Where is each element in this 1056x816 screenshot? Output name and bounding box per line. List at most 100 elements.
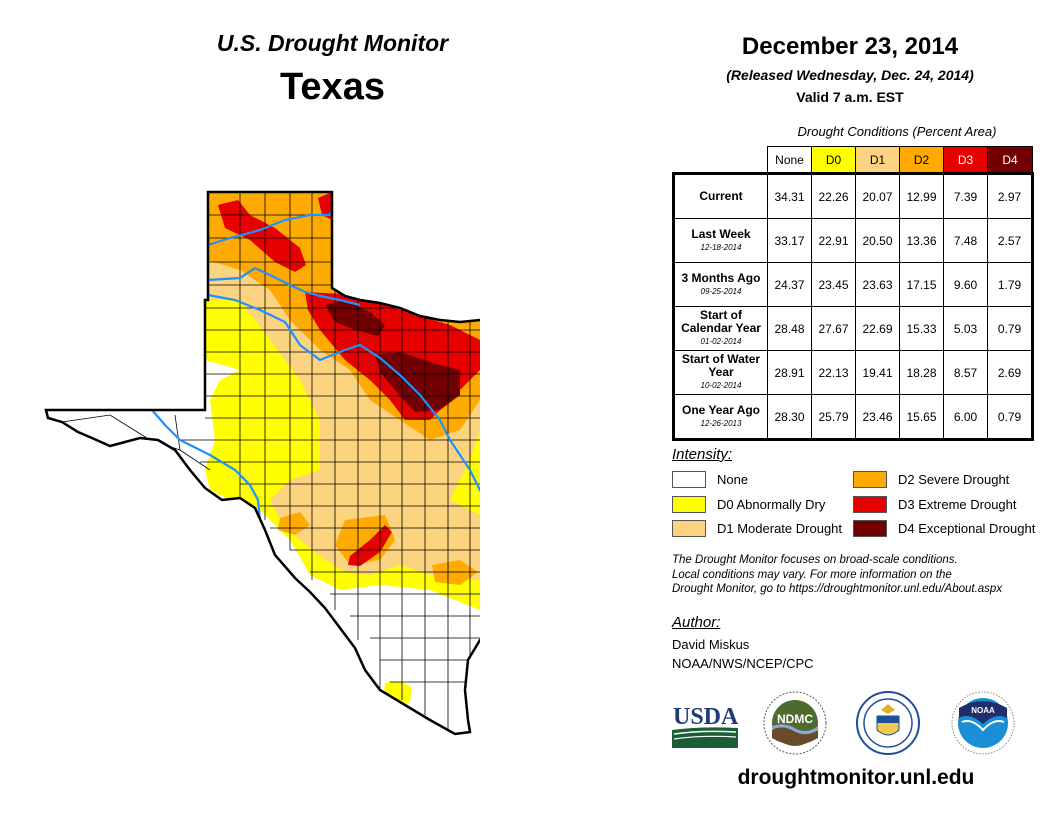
cell-d1: 23.63: [855, 262, 900, 307]
drought-conditions-table: None D0 D1 D2 D3 D4 Current 34.31 22.26 20.…: [672, 146, 1034, 441]
table-row: Start of Calendar Year 01-02-2014 28.48 27.…: [672, 306, 1034, 351]
red-river: [207, 266, 361, 307]
legend-item-d2: D2 Severe Drought: [853, 471, 1009, 488]
col-d4: D4: [987, 146, 1033, 174]
table-header-row: None D0 D1 D2 D3 D4: [674, 146, 1033, 174]
legend-swatch: [853, 520, 887, 537]
author-name: David Miskus: [672, 637, 750, 652]
legend-swatch: [672, 496, 706, 513]
rivers: [151, 209, 480, 521]
table-row: Current 34.31 22.26 20.07 12.99 7.39 2.97: [672, 172, 1034, 219]
col-d1: D1: [855, 146, 900, 174]
cell-d4: 0.79: [987, 394, 1034, 441]
cell-d2: 12.99: [899, 172, 944, 219]
cell-d4: 0.79: [987, 306, 1034, 351]
cell-d2: 15.33: [899, 306, 944, 351]
cell-none: 28.48: [767, 306, 812, 351]
disclaimer-line: Drought Monitor, go to https://droughtmo…: [672, 583, 1003, 595]
legend-label: None: [717, 472, 749, 487]
noaa-logo[interactable]: NOAA: [950, 690, 1016, 756]
d3-area-south: [348, 525, 392, 566]
row-date: 12-26-2013: [700, 418, 742, 428]
row-label: One Year Ago 12-26-2013: [672, 394, 768, 441]
rio-grande: [151, 409, 262, 521]
d2-area-southeast: [432, 560, 478, 585]
legend-swatch: [672, 471, 706, 488]
col-d0: D0: [811, 146, 856, 174]
usda-logo-text: USDA: [673, 704, 738, 730]
texas-drought-map: [44, 190, 480, 736]
cell-d1: 23.46: [855, 394, 900, 441]
cell-d4: 2.97: [987, 172, 1034, 219]
legend-label: D0 Abnormally Dry: [717, 497, 826, 512]
cell-none: 24.37: [767, 262, 812, 307]
row-date: 09-25-2014: [700, 286, 742, 296]
legend-label: D4 Exceptional Drought: [898, 521, 1036, 536]
cell-d0: 23.45: [811, 262, 856, 307]
cell-d3: 9.60: [943, 262, 988, 307]
row-label: Last Week 12-18-2014: [672, 218, 768, 263]
row-label-text: 3 Months Ago: [681, 270, 761, 285]
legend-swatch: [853, 471, 887, 488]
brazos-river: [207, 293, 480, 493]
cell-d4: 1.79: [987, 262, 1034, 307]
ndmc-logo[interactable]: NDMC: [762, 690, 828, 756]
legend-item-d3: D3 Extreme Drought: [853, 496, 1017, 513]
legend-swatch: [672, 520, 706, 537]
cell-d2: 13.36: [899, 218, 944, 263]
disclaimer-line: Local conditions may vary. For more info…: [672, 568, 952, 581]
valid-time: Valid 7 a.m. EST: [796, 89, 904, 105]
cell-d0: 27.67: [811, 306, 856, 351]
d3-area-northeast: [318, 192, 332, 220]
row-label-text: Last Week: [691, 226, 751, 241]
cell-none: 33.17: [767, 218, 812, 263]
legend-label: D3 Extreme Drought: [898, 497, 1017, 512]
legend-item-d1: D1 Moderate Drought: [672, 520, 842, 537]
cell-d4: 2.69: [987, 350, 1034, 395]
disclaimer-text: The Drought Monitor focuses on broad-sca…: [672, 553, 1042, 597]
cell-d3: 6.00: [943, 394, 988, 441]
table-row: 3 Months Ago 09-25-2014 24.37 23.45 23.63 17.…: [672, 262, 1034, 307]
cell-none: 28.91: [767, 350, 812, 395]
row-label-text: Current: [699, 189, 743, 203]
product-title: U.S. Drought Monitor: [216, 30, 449, 56]
cell-d0: 22.26: [811, 172, 856, 219]
texas-outline: [44, 190, 480, 736]
usda-logo[interactable]: USDA: [672, 700, 738, 750]
d0-area-west: [148, 480, 184, 522]
cell-d0: 22.13: [811, 350, 856, 395]
cell-d3: 7.39: [943, 172, 988, 219]
row-label: Start of Water Year 10-02-2014: [672, 350, 768, 395]
row-label-text: One Year Ago: [681, 402, 761, 417]
cell-d1: 20.07: [855, 172, 900, 219]
legend-label: D1 Moderate Drought: [717, 521, 843, 536]
d4-area-central: [375, 352, 460, 412]
table-row: Last Week 12-18-2014 33.17 22.91 20.50 13.36 7…: [672, 218, 1034, 263]
map-date: December 23, 2014: [741, 33, 959, 60]
d4-area: [325, 300, 385, 336]
cell-d1: 19.41: [855, 350, 900, 395]
canadian-river: [207, 213, 332, 247]
ndmc-logo-text: NDMC: [777, 712, 813, 726]
row-label: Current: [672, 172, 768, 219]
legend-title: Intensity:: [672, 446, 733, 463]
cell-d1: 20.50: [855, 218, 900, 263]
cell-d4: 2.57: [987, 218, 1034, 263]
cell-d3: 7.48: [943, 218, 988, 263]
row-date: 10-02-2014: [700, 381, 742, 390]
cell-none: 34.31: [767, 172, 812, 219]
legend-swatch: [853, 496, 887, 513]
cell-d0: 25.79: [811, 394, 856, 441]
legend-item-d4: D4 Exceptional Drought: [853, 520, 1035, 537]
row-date: 12-18-2014: [700, 242, 742, 252]
commerce-logo[interactable]: [855, 690, 921, 756]
cell-d1: 22.69: [855, 306, 900, 351]
cell-d2: 17.15: [899, 262, 944, 307]
website-link[interactable]: droughtmonitor.unl.edu: [737, 766, 975, 789]
cell-d3: 5.03: [943, 306, 988, 351]
legend-label: D2 Severe Drought: [898, 472, 1010, 487]
d2-area-west: [278, 512, 310, 535]
row-date: 01-02-2014: [700, 337, 742, 346]
col-d3: D3: [943, 146, 988, 174]
cell-none: 28.30: [767, 394, 812, 441]
